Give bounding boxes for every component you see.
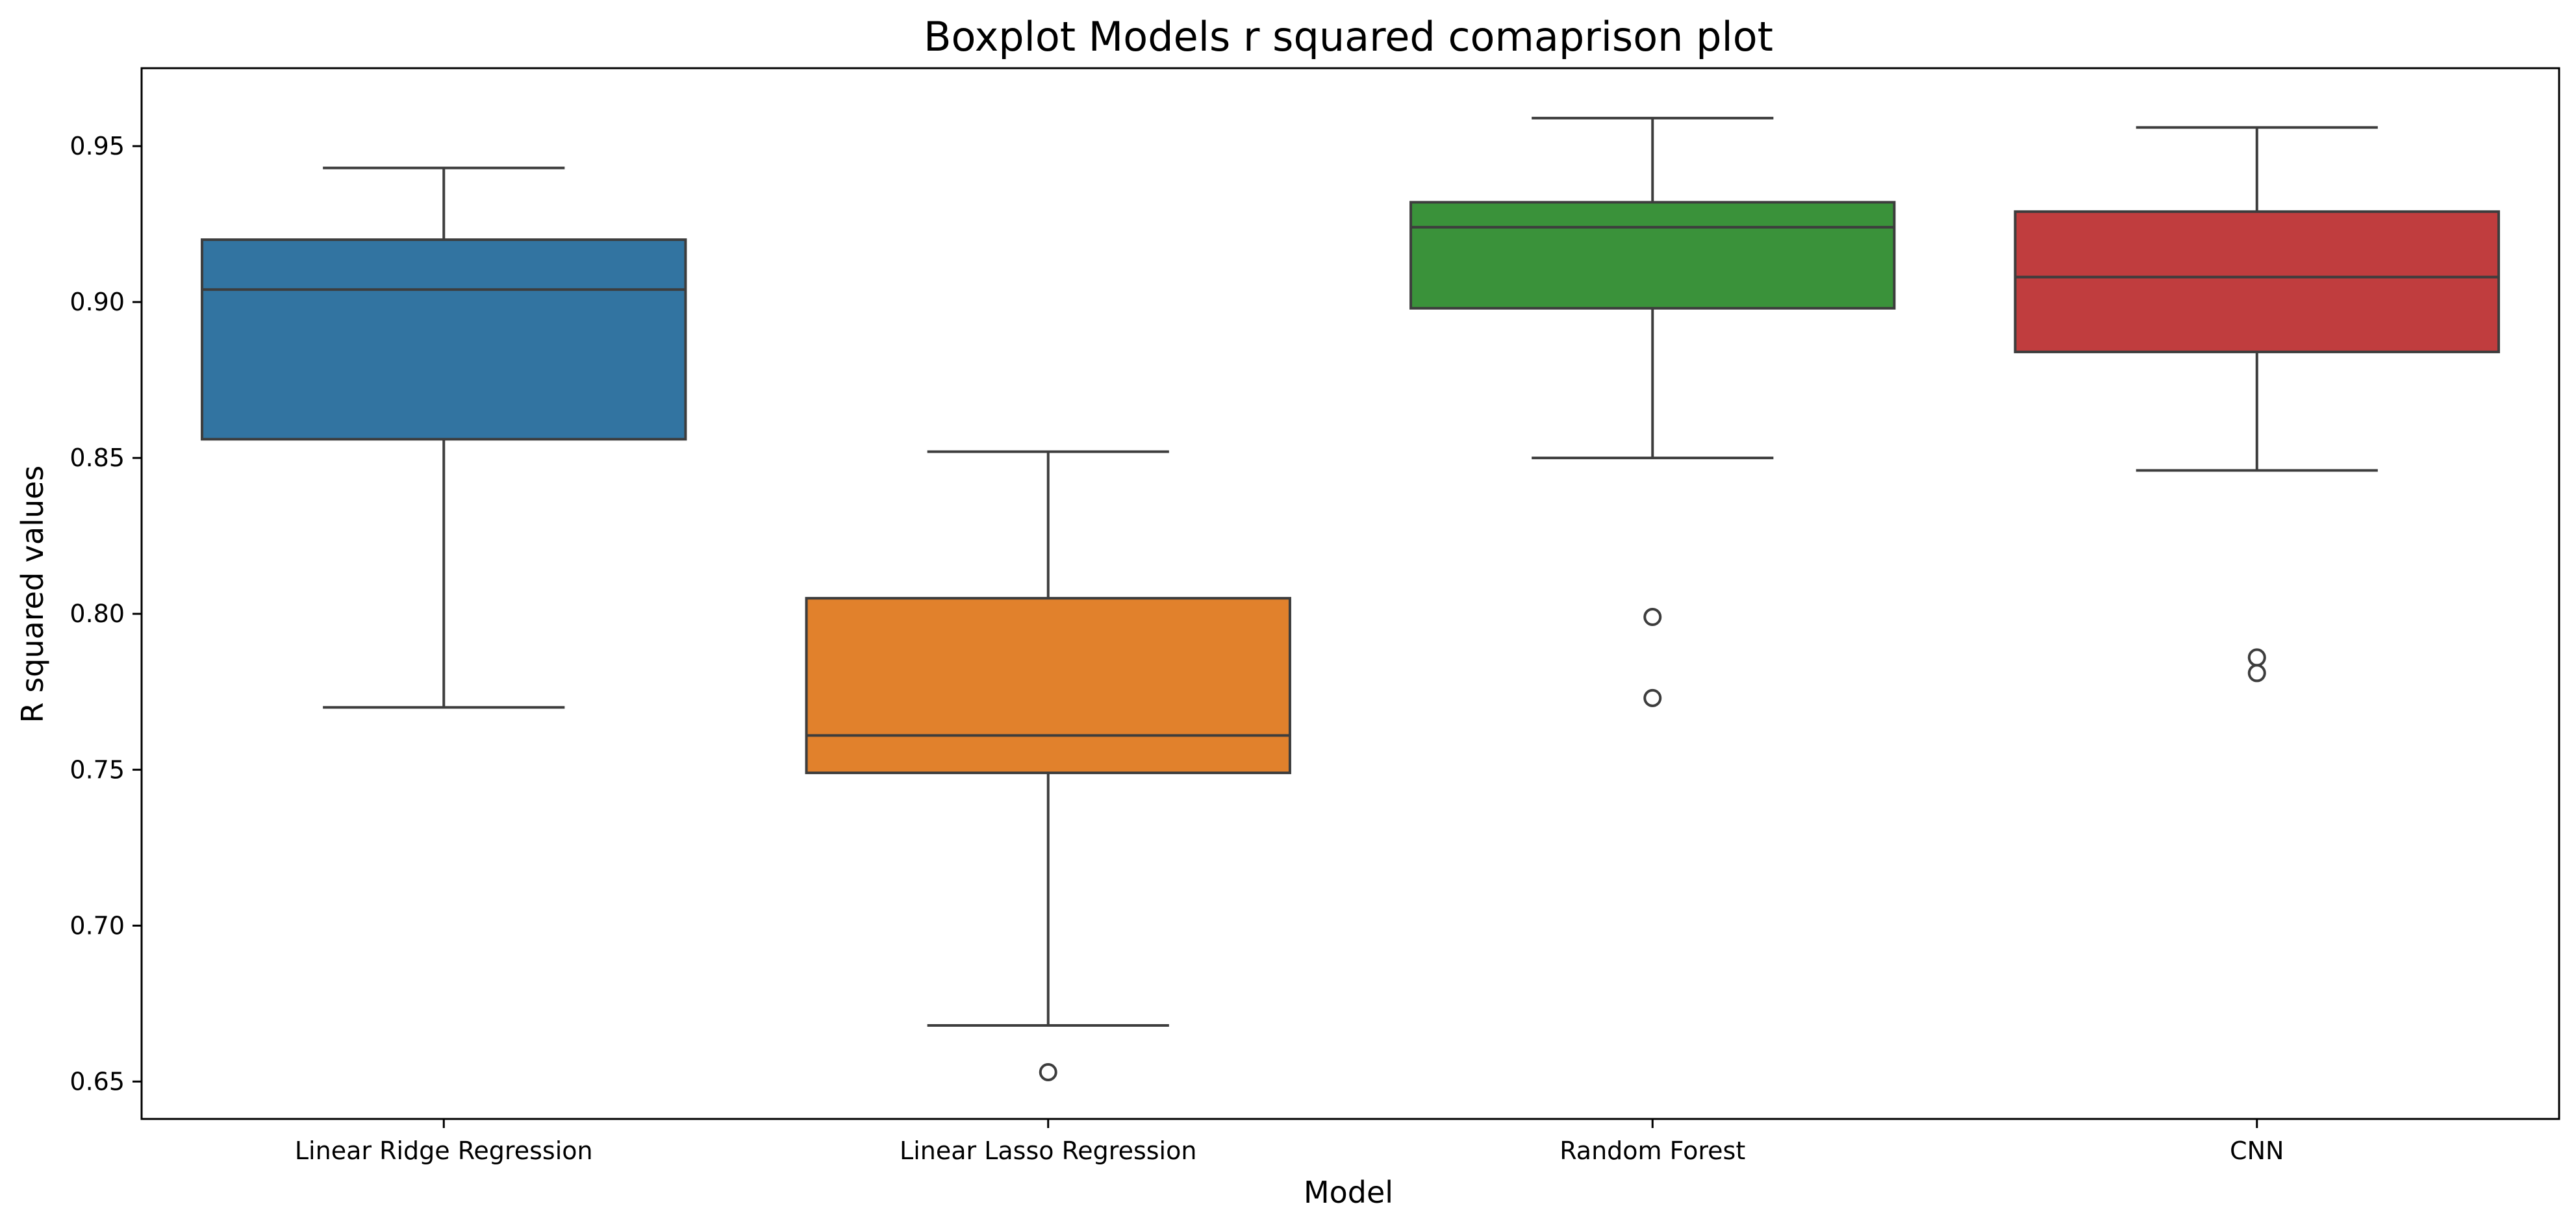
box-iqr bbox=[201, 238, 687, 441]
outlier-point bbox=[1643, 608, 1662, 627]
y-tick-label: 0.95 bbox=[69, 132, 125, 160]
outlier-point bbox=[2247, 664, 2266, 683]
y-axis-label: R squared values bbox=[15, 466, 50, 723]
x-tick-label: Linear Lasso Regression bbox=[900, 1136, 1196, 1165]
box-iqr bbox=[805, 597, 1291, 775]
outlier-point bbox=[1643, 688, 1662, 707]
x-tick-label: Linear Ridge Regression bbox=[295, 1136, 593, 1165]
y-tick-label: 0.65 bbox=[69, 1067, 125, 1096]
x-axis-label: Model bbox=[1304, 1175, 1393, 1210]
outlier-point bbox=[1039, 1062, 1057, 1081]
y-tick-label: 0.80 bbox=[69, 599, 125, 628]
y-tick-label: 0.70 bbox=[69, 911, 125, 940]
plot-area: 0.65 0.70 0.75 0.80 0.85 0.90 0.95 Linear Ridge… bbox=[69, 67, 2560, 1165]
box-iqr bbox=[1409, 201, 1896, 310]
y-tick-label: 0.90 bbox=[69, 288, 125, 316]
x-tick-label: CNN bbox=[2230, 1136, 2284, 1165]
y-tick-label: 0.85 bbox=[69, 444, 125, 472]
box-iqr bbox=[2014, 210, 2500, 353]
chart-title: Boxplot Models r squared comaprison plot bbox=[924, 13, 1773, 60]
x-tick-label: Random Forest bbox=[1559, 1136, 1745, 1165]
outlier-point bbox=[2247, 648, 2266, 667]
y-tick-label: 0.75 bbox=[69, 755, 125, 784]
plot-frame bbox=[140, 67, 2560, 1120]
